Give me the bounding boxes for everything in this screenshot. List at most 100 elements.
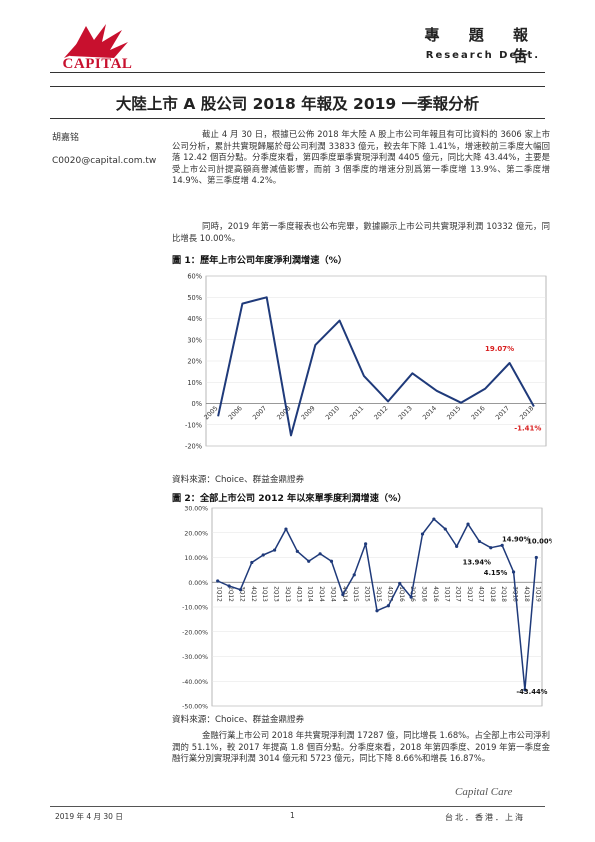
data-point [523,688,527,692]
y-tick-label: 60% [187,273,202,281]
data-point [375,609,379,613]
data-point [511,570,516,574]
x-tick-label: 2008 [275,404,292,421]
page-number: 1 [290,811,295,820]
x-tick-label: 2018 [518,404,535,421]
data-label: 13.94% [463,559,491,567]
x-tick-label: 2016 [470,404,487,421]
document-title: 大陸上市 A 股公司 2018 年報及 2019 一季報分析 [115,95,480,113]
data-point [420,532,425,536]
data-point [295,549,299,553]
figure-1-source: 資料來源：Choice、群益金鼎證券 [172,475,305,485]
x-tick-label: 2010 [324,404,341,421]
data-point [272,548,277,552]
series-line [217,518,538,691]
y-tick-label: 20% [187,358,202,366]
y-tick-label: 40% [187,315,202,323]
data-label: 14.90% [502,535,530,543]
series-line [217,296,535,437]
data-point [386,604,390,608]
data-point [409,595,413,599]
data-point [500,543,504,547]
x-tick-label: 3Q15 [375,586,381,602]
footer-rule [50,806,545,807]
figure-1-title: 圖 1：歷年上市公司年度淨利潤增速（%） [172,255,347,266]
data-point [352,573,356,577]
data-label: 4.15% [484,569,508,577]
data-point [238,588,243,592]
figure-2-chart: -50.00% -40.00% -30.00% -20.00% -10.00% 0.00%… [172,500,555,714]
author-email[interactable]: C0020@capital.com.tw [52,156,157,166]
data-label: 19.07% [485,345,514,353]
data-point [489,546,493,550]
y-tick-label: -20% [185,443,202,451]
data-point [455,544,459,548]
title-top-rule [50,86,545,87]
x-tick-label: 2Q18 [500,586,506,602]
y-tick-label: -20.00% [182,629,208,636]
figure-2-source: 資料來源：Choice、群益金鼎證券 [172,715,305,725]
x-tick-label: 3Q18 [512,586,518,602]
data-point [364,542,368,546]
y-tick-label: 0% [192,400,202,408]
figure-1-chart: -20% -10% 0% 10% 20% 30% 40% 50% 60% 2005 2006 2007… [172,268,552,472]
x-tick-label: 2014 [421,404,438,421]
data-point [432,517,436,521]
x-tick-label: 2Q17 [455,586,461,602]
paragraph-1: 截止 4 月 30 日，根據已公佈 2018 年大陸 A 股上市公司年報且有可比… [172,129,550,186]
x-tick-label: 4Q15 [386,586,392,602]
data-point [341,593,345,597]
x-tick-label: 2015 [445,404,462,421]
y-tick-label: -40.00% [182,679,208,686]
y-tick-label: 50% [187,294,202,302]
x-tick-label: 1Q19 [534,586,540,602]
x-tick-label: 3Q14 [329,586,335,602]
footer-cities: 台北．香港．上海 [445,813,525,822]
data-point [477,539,482,544]
data-point [284,527,288,531]
x-tick-label: 2Q13 [273,586,279,602]
figure-2-svg: -50.00% -40.00% -30.00% -20.00% -10.00% 0.00%… [182,506,555,711]
y-tick-label: 30.00% [184,506,208,513]
paragraph-3: 金融行業上市公司 2018 年共實現淨利潤 17287 億，同比增長 1.68%… [172,730,550,764]
y-tick-label: 10.00% [184,555,208,562]
x-tick-label: 3Q13 [284,586,290,602]
footer-brand: Capital Care [455,786,513,798]
data-point [398,581,402,586]
title-bottom-rule [50,118,545,119]
x-tick-label: 1Q17 [443,586,449,602]
x-tick-label: 2006 [227,404,244,421]
x-tick-label: 1Q12 [216,586,222,602]
data-point [466,522,470,526]
x-tick-label: 2013 [397,404,414,421]
x-tick-label: 2005 [202,404,219,421]
paragraph-2: 同時，2019 年第一季度報表也公布完畢，數據顯示上市公司共實現淨利潤 1033… [172,221,550,243]
y-tick-label: 10% [187,379,202,387]
x-tick-label: 3Q17 [466,586,472,602]
x-tick-label: 2012 [372,404,389,421]
x-tick-label: 2017 [494,404,511,421]
data-point [261,553,265,557]
logo-text: CAPITAL [62,56,133,72]
y-tick-label: -50.00% [182,704,208,711]
x-tick-label: 4Q12 [250,586,256,602]
x-tick-label: 2Q14 [318,586,324,602]
x-tick-label: 4Q18 [523,586,529,602]
logo-bird-icon [64,24,128,58]
data-point [329,559,334,563]
x-tick-label: 2011 [348,404,365,421]
header-rule [50,72,545,73]
data-label: 10.00% [527,538,552,546]
x-tick-label: 1Q15 [352,586,358,602]
author-name: 胡嘉铭 [52,133,80,143]
data-point [318,552,322,556]
data-label: -43.44% [516,688,547,696]
department: Research Dept. [425,50,540,61]
x-tick-label: 1Q18 [489,586,495,602]
data-label: -1.41% [514,424,541,432]
x-tick-label: 4Q17 [477,586,483,602]
report-type: 專 題 報 告 [424,26,540,65]
figure-2-title: 圖 2：全部上市公司 2012 年以來單季度利潤增速（%） [172,493,407,504]
x-tick-label: 3Q12 [238,586,244,602]
x-tick-label: 3Q16 [421,586,427,602]
